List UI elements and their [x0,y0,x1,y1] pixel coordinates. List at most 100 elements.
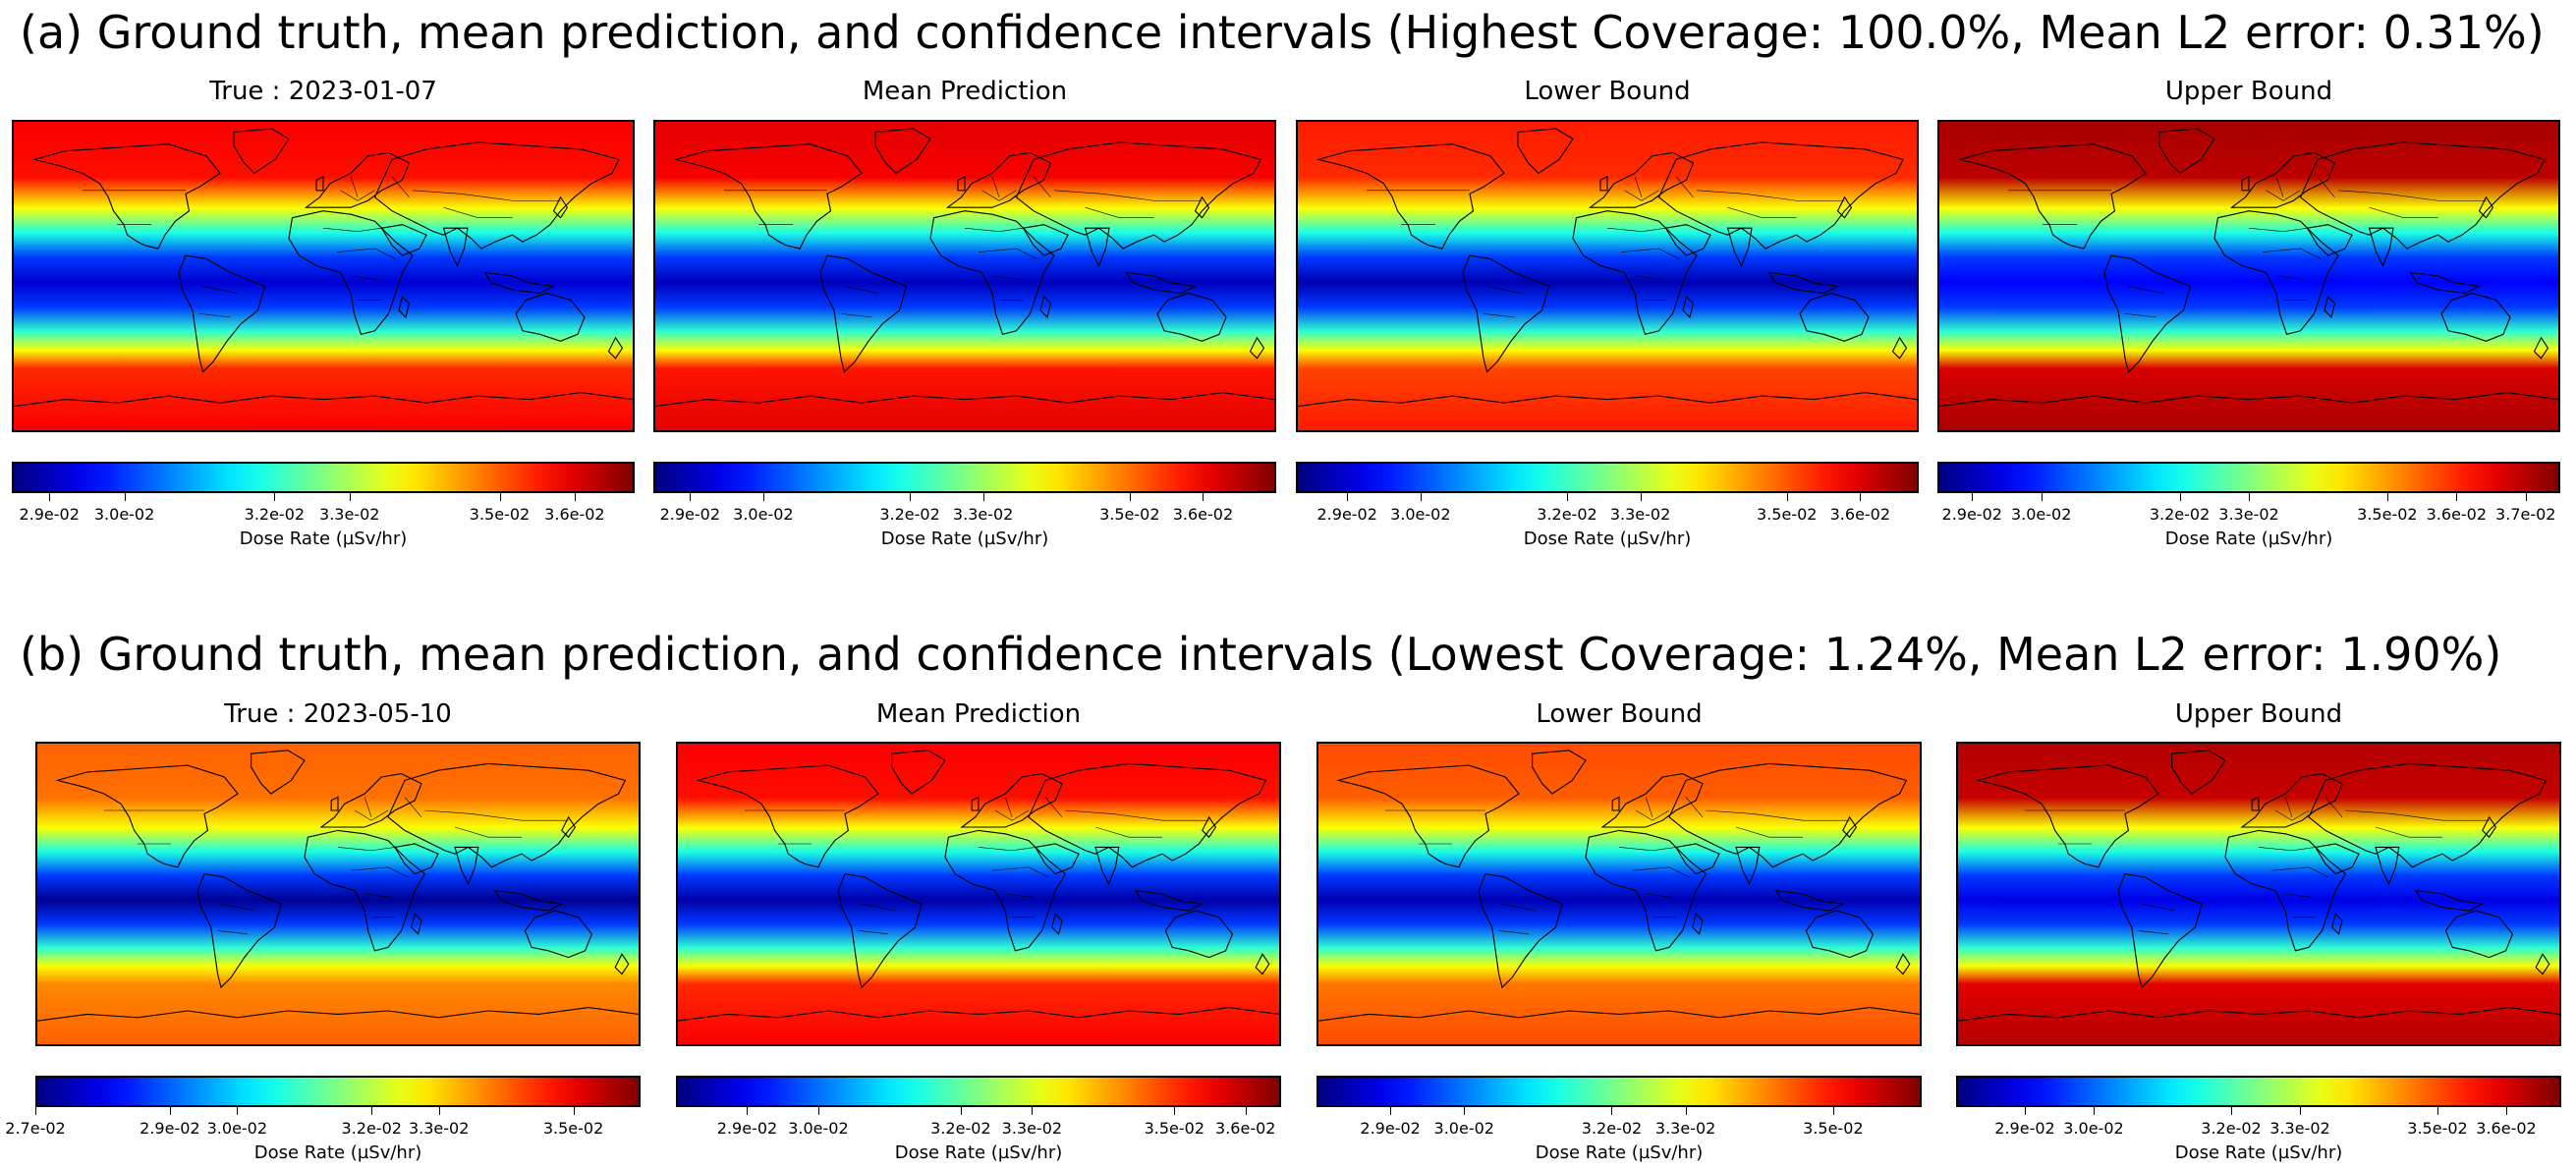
country-border [1502,904,1536,911]
colorbar-tick-label: 3.3e-02 [1654,1119,1716,1138]
colorbar-tick [1464,1107,1466,1115]
coastline [1776,891,1843,911]
coastline [562,817,576,837]
colorbar-tick [2025,1107,2026,1115]
colorbar-tick [1174,1107,1176,1115]
country-border [351,276,378,279]
coastline [892,751,945,794]
colorbar-tick-label: 2.9e-02 [19,505,80,524]
country-border [364,894,391,897]
colorbar-tick-label: 3.5e-02 [1144,1119,1204,1138]
coastline [2411,273,2480,294]
colorbar-tick [349,493,351,501]
colorbar-tick-label: 2.9e-02 [659,505,720,524]
country-border [2318,177,2335,197]
country-border [2259,847,2316,850]
coastline [1958,1008,2559,1022]
colorbar-tick [2456,493,2458,501]
country-border [1484,313,1515,316]
coastlines [1939,129,2558,407]
country-border [2285,894,2312,897]
colorbar-tick [2094,1107,2095,1115]
colorbar-tick [49,493,51,501]
colorbar-tick [574,493,576,501]
country-border [218,930,249,933]
country-border [1619,847,1676,850]
country-border [351,177,358,197]
country-border [1005,797,1012,816]
country-border [1045,797,1062,816]
coastline [316,177,323,191]
coastline [1095,847,1119,883]
country-border [323,228,382,231]
coastline [495,891,562,911]
coastline [2332,914,2342,933]
colorbar-tick [1972,493,1974,501]
country-border [1607,228,1666,231]
country-border [2129,286,2163,293]
coastline [234,129,289,173]
colorbar-tick [1347,493,1349,501]
colorbar-tick-label: 3.3e-02 [952,505,1014,524]
world-map-heatmap [1937,120,2560,432]
colorbar-tick [1832,1107,1834,1115]
coastline [1939,393,2558,407]
colorbar-tick [371,1107,373,1115]
colorbar-tick-label: 3.0e-02 [1390,505,1451,524]
coastline [1251,338,1264,359]
coastline [2416,891,2483,911]
colorbar-tick [2179,493,2181,501]
coastline [2536,954,2549,974]
colorbar [676,1076,1281,1107]
panel-title: Lower Bound [1536,699,1703,729]
colorbar-label: Dose Rate (µSv/hr) [880,529,1049,549]
colorbar [1316,1076,1922,1107]
coastline [2535,338,2548,359]
colorbar-tick [124,493,126,501]
coastlines [14,129,633,407]
colorbar-tick [2041,493,2043,501]
dose-field [655,122,1274,430]
coastline [1693,914,1703,933]
colorbar [1296,462,1919,493]
coastline [1533,751,1586,794]
country-border [392,177,410,197]
coastline [1612,797,1619,810]
coastline [838,874,922,988]
coastlines [655,129,1274,407]
coastline [958,177,965,191]
country-border [979,249,1037,258]
colorbar [1956,1076,2561,1107]
coastline [307,152,410,207]
dose-field [14,122,633,430]
country-border [413,191,561,200]
coastline [1843,817,1857,837]
panel-title: Upper Bound [2164,77,2333,106]
world-map-heatmap [12,120,635,432]
country-border [1635,276,1662,279]
coastline [1017,142,1261,249]
coastline [321,774,421,827]
colorbar-tick-label: 3.0e-02 [1433,1119,1494,1138]
colorbar-tick-label: 3.3e-02 [319,505,380,524]
coastline [1736,847,1760,883]
dose-field [1298,122,1917,430]
colorbar-tick-label: 3.5e-02 [1803,1119,1864,1138]
country-border [2276,177,2283,197]
colorbar-tick-label: 3.0e-02 [2063,1119,2124,1138]
country-border [199,313,231,316]
country-border [2276,276,2304,279]
colorbar-tick [438,1107,440,1115]
colorbar-tick-label: 3.0e-02 [2010,505,2072,524]
country-border [1095,827,1162,837]
coastline [331,797,338,810]
country-border [2263,249,2322,258]
coastline [948,152,1051,207]
colorbar-tick-label: 2.7e-02 [5,1119,66,1138]
world-map-heatmap [653,120,1276,432]
country-border [2275,810,2309,820]
coastline [2232,152,2335,207]
colorbar-tick-label: 3.5e-02 [542,1119,604,1138]
country-border [405,797,421,816]
country-border [979,847,1036,850]
